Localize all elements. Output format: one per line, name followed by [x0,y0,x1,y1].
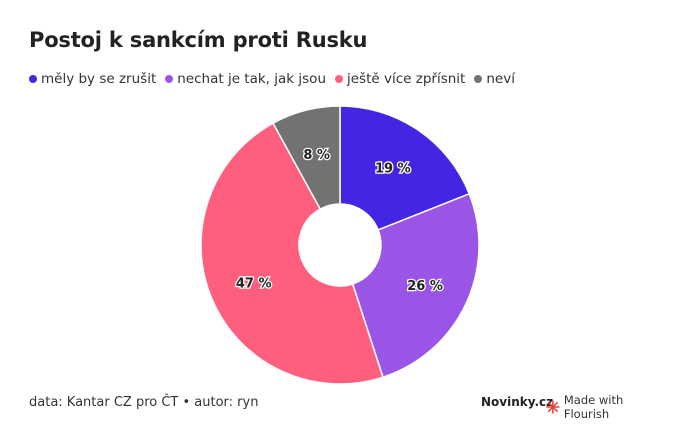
flourish-credit[interactable]: Made with Flourish [546,393,671,421]
slice-value-label: 8 % [303,148,330,163]
flourish-icon [546,400,560,414]
legend-item-zprisnit[interactable]: ještě více zpřísnit [335,71,465,87]
legend: měly by se zrušit nechat je tak, jak jso… [29,71,515,87]
legend-label: měly by se zrušit [41,71,157,87]
legend-item-nevi[interactable]: neví [474,71,515,87]
flourish-label: Made with Flourish [563,393,624,421]
slice-value-label: 26 % [407,279,443,294]
donut-slice[interactable] [351,192,480,379]
donut-slice[interactable] [272,105,341,211]
donut-chart: 19 % 26 % 47 % 8 % [200,105,480,385]
legend-item-zrusit[interactable]: měly by se zrušit [29,71,156,87]
donut-slice[interactable] [339,105,471,231]
legend-item-nechat[interactable]: nechat je tak, jak jsou [165,71,326,87]
source-note: data: Kantar CZ pro ČT • autor: ryn [29,395,259,410]
slice-value-label: 19 % [375,161,411,176]
brand-logo[interactable]: Novinky.cz [481,395,554,409]
legend-dot-icon [474,75,483,83]
legend-label: ještě více zpřísnit [347,71,466,87]
legend-label: nechat je tak, jak jsou [177,71,326,87]
donut-slice[interactable] [200,122,384,385]
legend-dot-icon [165,75,174,83]
chart-title: Postoj k sankcím proti Rusku [29,28,368,52]
legend-label: neví [486,71,515,87]
chart-card: Postoj k sankcím proti Rusku měly by se … [8,7,671,427]
slice-value-label: 47 % [236,276,272,291]
legend-dot-icon [335,75,343,83]
legend-dot-icon [29,75,37,83]
